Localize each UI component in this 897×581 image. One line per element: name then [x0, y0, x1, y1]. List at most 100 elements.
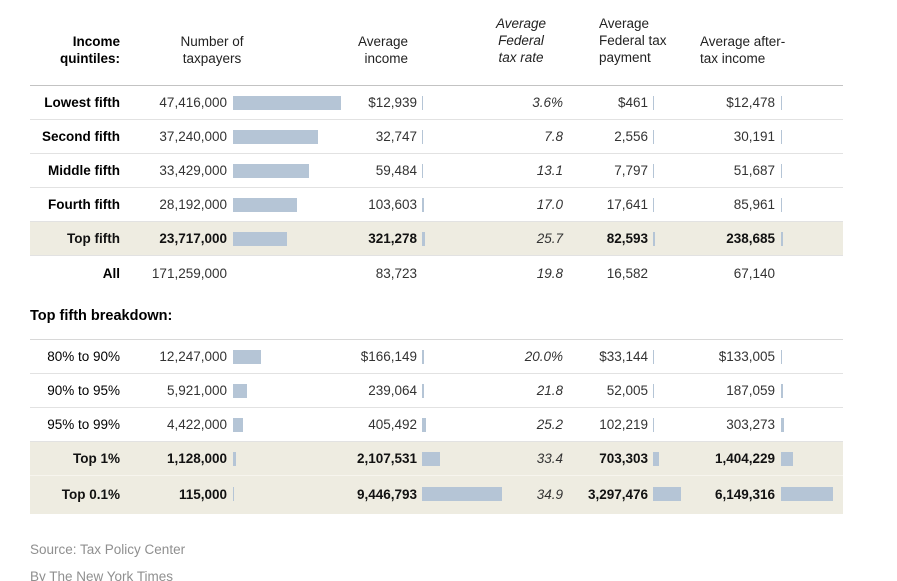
income-value: 9,446,793: [356, 486, 417, 502]
table-row-middle-fifth: Middle fifth 33,429,000 59,484 13.1 7,79…: [30, 154, 843, 188]
tax-payment-value: 82,593: [606, 231, 648, 246]
income-value: 321,278: [368, 231, 417, 246]
income-bar: [417, 163, 510, 178]
taxpayers-value: 171,259,000: [151, 265, 227, 281]
byline: By The New York Times: [30, 569, 174, 581]
after-tax-income-value: 51,687: [733, 163, 775, 178]
after-tax-income-bar: [775, 163, 843, 178]
taxpayers-bar: [227, 129, 345, 144]
tax-payment-value: $461: [617, 95, 648, 110]
col-header-number-of-taxpayers: Number of taxpayers: [180, 34, 244, 66]
after-tax-income-value: 85,961: [733, 197, 775, 212]
taxpayers-value: 5,921,000: [166, 383, 227, 398]
after-tax-income-bar: [775, 417, 843, 432]
after-tax-income-value: 1,404,229: [714, 451, 775, 466]
tax-payment-value: 2,556: [614, 129, 648, 144]
after-tax-income-bar: [775, 197, 843, 212]
quintile-label: Middle fifth: [48, 163, 120, 178]
col-header-average-federal-tax-rate: Average Federal tax rate: [495, 16, 547, 65]
col-header-income-quintiles: Income quintiles:: [60, 34, 120, 66]
source-note: Source: Tax Policy Center: [30, 542, 186, 557]
income-bar: [417, 383, 510, 398]
taxpayers-value: 37,240,000: [159, 129, 227, 144]
taxpayers-value: 1,128,000: [166, 451, 227, 466]
group-label: 90% to 95%: [47, 383, 120, 398]
tax-payment-bar: [648, 163, 682, 178]
table-row-top-0-1pct: Top 0.1% 115,000 9,446,793 34.9 3,297,47…: [30, 476, 843, 514]
tax-payment-value: 7,797: [614, 163, 648, 178]
tax-payment-value: 16,582: [606, 265, 648, 281]
tax-payment-bar: [648, 129, 682, 144]
taxpayers-bar: [227, 231, 345, 246]
table-row-90-to-95: 90% to 95% 5,921,000 239,064 21.8 52,005…: [30, 374, 843, 408]
income-bar: [417, 451, 510, 466]
col-header-average-federal-tax-payment: Average Federal tax payment: [599, 16, 667, 65]
income-bar: [417, 266, 510, 280]
taxpayers-value: 115,000: [178, 486, 227, 502]
after-tax-income-bar: [775, 231, 843, 246]
group-label: Top 0.1%: [61, 486, 120, 502]
tax-payment-value: 17,641: [606, 197, 648, 212]
tax-rate-value: 13.1: [536, 163, 563, 178]
tax-rate-value: 25.2: [536, 417, 563, 432]
tax-rate-value: 17.0: [536, 197, 563, 212]
quintile-label: All: [102, 265, 120, 281]
tax-payment-bar: [648, 487, 682, 501]
taxpayers-value: 47,416,000: [159, 95, 227, 110]
tax-rate-value: 34.9: [536, 486, 563, 502]
taxpayers-bar: [227, 487, 345, 501]
quintile-label: Fourth fifth: [48, 197, 120, 212]
quintile-label: Second fifth: [42, 129, 120, 144]
income-value: $12,939: [368, 95, 417, 110]
tax-payment-bar: [648, 451, 682, 466]
after-tax-income-value: 238,685: [726, 231, 775, 246]
income-value: 32,747: [375, 129, 417, 144]
tax-payment-bar: [648, 266, 682, 280]
tax-payment-value: 703,303: [599, 451, 648, 466]
tax-payment-bar: [648, 349, 682, 364]
quintile-label: Lowest fifth: [44, 95, 120, 110]
tax-rate-value: 3.6%: [532, 95, 563, 110]
breakdown-section-title: Top fifth breakdown:: [30, 290, 843, 340]
after-tax-income-value: 30,191: [733, 129, 775, 144]
income-bar: [417, 349, 510, 364]
group-label: 95% to 99%: [47, 417, 120, 432]
table-row-top-fifth: Top fifth 23,717,000 321,278 25.7 82,593…: [30, 222, 843, 256]
tax-payment-value: 52,005: [606, 383, 648, 398]
income-bar: [417, 487, 510, 501]
taxpayers-bar: [227, 451, 345, 466]
taxpayers-bar: [227, 383, 345, 398]
quintile-label: Top fifth: [67, 231, 120, 246]
tax-payment-bar: [648, 231, 682, 246]
taxpayers-value: 23,717,000: [159, 231, 227, 246]
income-value: 83,723: [375, 265, 417, 281]
group-label: Top 1%: [73, 451, 120, 466]
after-tax-income-bar: [775, 487, 843, 501]
table-row-lowest-fifth: Lowest fifth 47,416,000 $12,939 3.6% $46…: [30, 86, 843, 120]
tax-payment-bar: [648, 383, 682, 398]
table-row-80-to-90: 80% to 90% 12,247,000 $166,149 20.0% $33…: [30, 340, 843, 374]
taxpayers-bar: [227, 163, 345, 178]
income-bar: [417, 231, 510, 246]
taxpayers-value: 12,247,000: [159, 349, 227, 364]
after-tax-income-bar: [775, 451, 843, 466]
after-tax-income-value: 6,149,316: [714, 486, 775, 502]
tax-rate-value: 7.8: [544, 129, 563, 144]
income-value: 59,484: [375, 163, 417, 178]
col-header-average-income: Average income: [357, 34, 408, 66]
taxpayers-bar: [227, 266, 345, 280]
taxpayers-bar: [227, 197, 345, 212]
table-header-row: Income quintiles: Number of taxpayers Av…: [30, 0, 843, 86]
income-bar: [417, 95, 510, 110]
after-tax-income-bar: [775, 383, 843, 398]
after-tax-income-bar: [775, 95, 843, 110]
taxpayers-bar: [227, 417, 345, 432]
taxpayers-value: 28,192,000: [159, 197, 227, 212]
tax-payment-bar: [648, 95, 682, 110]
table-footer: Source: Tax Policy Center By The New Yor…: [30, 536, 843, 581]
tax-payment-bar: [648, 197, 682, 212]
table-row-second-fifth: Second fifth 37,240,000 32,747 7.8 2,556…: [30, 120, 843, 154]
tax-payment-value: 3,297,476: [587, 486, 648, 502]
income-quintiles-table: Income quintiles: Number of taxpayers Av…: [30, 0, 843, 581]
table-row-all: All 171,259,000 83,723 19.8 16,582 67,14…: [30, 256, 843, 290]
